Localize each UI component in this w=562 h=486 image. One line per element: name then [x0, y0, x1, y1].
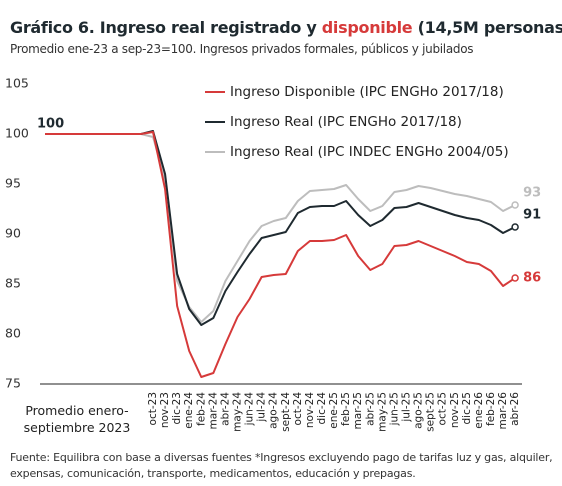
x-tick-label: sept-24: [280, 392, 292, 432]
x-tick-label: sept-25: [425, 392, 437, 432]
x-tick-label: ene-26: [473, 392, 485, 429]
x-tick-label: ago-24: [268, 392, 280, 429]
legend-label: Ingreso Real (IPC INDEC ENGHo 2004/05): [230, 144, 509, 160]
series-line: [140, 130, 516, 326]
x-tick-label: feb-24: [195, 392, 207, 426]
end-label: 91: [523, 208, 541, 223]
x-tick-label: nov-25: [449, 392, 461, 428]
y-tick-label: 100: [5, 126, 29, 141]
x-tick-label: abr-26: [509, 392, 521, 426]
x-tick-label: mar-26: [497, 392, 509, 430]
x-tick-label: dic-24: [316, 392, 328, 425]
x-tick-label: jun-24: [244, 392, 256, 427]
end-label: 86: [523, 271, 541, 286]
x-tick-label: ene-24: [183, 392, 195, 429]
end-marker: [511, 223, 519, 231]
y-tick-label: 80: [5, 326, 21, 341]
series-line: [140, 133, 516, 323]
x-tick-label: feb-25: [340, 392, 352, 426]
x-tick-label: nov-24: [304, 392, 316, 428]
chart-title: Gráfico 6. Ingreso real registrado y dis…: [10, 18, 562, 37]
x-tick-label: dic-25: [461, 392, 473, 425]
y-tick-label: 75: [5, 376, 21, 391]
end-label: 93: [523, 186, 541, 201]
x-tick-label: feb-26: [485, 392, 497, 426]
x-tick-label: Promedio enero-septiembre 2023: [23, 403, 131, 435]
x-tick-label: may-25: [376, 392, 388, 432]
end-marker: [511, 201, 519, 209]
legend-label: Ingreso Real (IPC ENGHo 2017/18): [230, 114, 462, 130]
x-tick-label: may-24: [231, 392, 243, 432]
x-tick-label: dic-23: [171, 392, 183, 425]
y-tick-label: 85: [5, 276, 21, 291]
subtitle: Promedio ene-23 a sep-23=100. Ingresos p…: [10, 42, 474, 56]
source: Fuente: Equilibra con base a diversas fu…: [10, 451, 553, 480]
x-tick-label: nov-23: [159, 392, 171, 428]
x-tick-label: jul-24: [256, 392, 268, 423]
x-tick-label: jul-25: [400, 392, 412, 423]
x-tick-label: mar-25: [352, 392, 364, 429]
title-end: (14,5M personas): [417, 18, 562, 37]
x-tick-label: mar-24: [207, 392, 219, 430]
legend-label: Ingreso Disponible (IPC ENGHo 2017/18): [230, 84, 504, 100]
x-tick-label: abr-24: [219, 392, 231, 426]
title-highlight: disponible: [321, 18, 413, 37]
start-label: 100: [37, 117, 64, 132]
x-tick-label: oct-23: [147, 392, 159, 425]
y-tick-label: 90: [5, 226, 21, 241]
x-tick-label: jun-25: [388, 392, 400, 426]
y-tick-label: 105: [5, 76, 29, 91]
y-tick-label: 95: [5, 176, 21, 191]
series-line: [140, 131, 516, 378]
end-marker: [511, 274, 519, 282]
x-tick-label: oct-24: [292, 392, 304, 426]
x-tick-label: ene-25: [328, 392, 340, 429]
title-text: Gráfico 6. Ingreso real registrado y: [10, 18, 317, 37]
x-tick-label: oct-25: [437, 392, 449, 425]
x-tick-label: abr-25: [364, 392, 376, 426]
x-tick-label: ago-25: [413, 392, 425, 429]
